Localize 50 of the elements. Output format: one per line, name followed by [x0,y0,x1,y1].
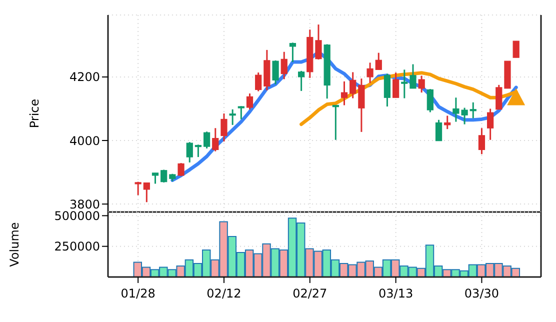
candlestick [418,74,425,94]
y-tick-label: 250000 [54,240,100,254]
candlestick [298,70,305,92]
candlestick [350,71,356,99]
candlestick [487,108,494,141]
x-tick-label: 02/12 [206,286,242,301]
x-tick-label: 03/30 [464,286,500,301]
candlestick [375,52,382,70]
candlestick [194,144,202,158]
candlestick [435,119,442,142]
y-axis-title: Volume [7,222,22,267]
candlestick [280,51,288,80]
candlestick [246,92,254,110]
x-tick-label: 03/13 [378,286,414,301]
candlestick [160,168,168,184]
y-tick-label: 3800 [69,197,100,212]
candlestick [332,104,339,141]
y-tick-label: 500000 [54,208,100,223]
candlestick [444,114,451,130]
candlestick [512,40,520,58]
candlestick [143,182,150,203]
candlestick [401,68,408,99]
candlestick [178,162,184,177]
candlestick [203,130,210,150]
candlestick [255,72,262,92]
candlestick [496,84,502,110]
candlestick [186,141,193,164]
candlestick [470,102,476,120]
candlestick [384,73,391,108]
candlestick [229,108,236,126]
candlestick [410,64,416,90]
candlestick [426,88,434,113]
x-tick-label: 02/27 [292,286,328,301]
y-axis-title: Price [27,98,42,128]
candlestick [212,127,219,152]
candlestick [340,80,348,106]
x-tick-label: 01/28 [120,286,156,301]
candlestick [366,62,374,84]
candlestick [272,60,279,86]
candlestick [220,112,228,142]
y-tick-label: 4000 [69,134,100,148]
candlestick [152,172,159,184]
candlestick [392,72,400,98]
candlestick [289,42,296,63]
candlestick [358,78,365,133]
y-tick-label: 4200 [69,70,100,84]
candlestick [238,105,244,120]
candlestick [134,181,142,196]
candlestick [478,127,486,155]
candlestick [315,24,322,60]
